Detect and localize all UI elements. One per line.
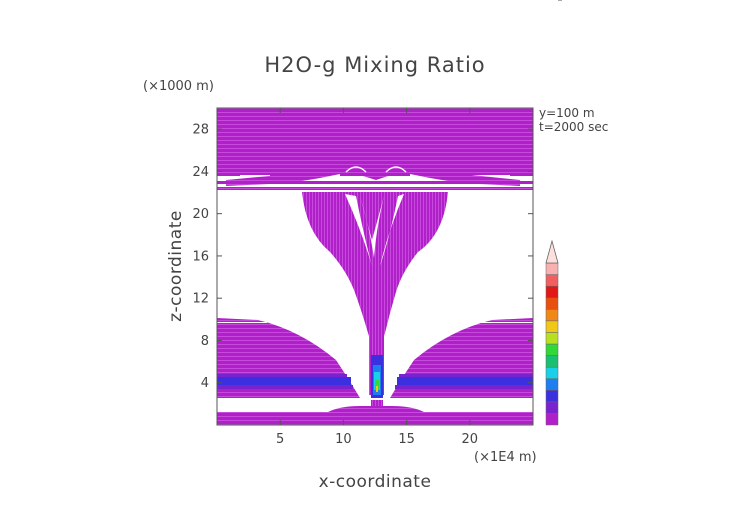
colorbar-segment bbox=[545, 343, 559, 356]
colorbar-segment bbox=[545, 274, 559, 287]
colorbar-segment bbox=[545, 332, 559, 345]
chart-title: H2O-g Mixing Ratio bbox=[264, 53, 485, 77]
core-column bbox=[371, 355, 383, 400]
y-tick-label: 12 bbox=[192, 292, 209, 307]
plot-frame bbox=[216, 107, 534, 426]
colorbar: 03e-46e-49e-41.2e-3 bbox=[545, 0, 604, 426]
colorbar-segment bbox=[545, 262, 559, 275]
x-tick-label: 15 bbox=[398, 432, 415, 447]
moist-band bbox=[217, 374, 533, 389]
plume-holes bbox=[345, 194, 404, 266]
y-tick-label: 28 bbox=[192, 123, 209, 138]
colorbar-segment bbox=[545, 378, 559, 391]
colorbar-tick-label: 3e-4 bbox=[566, 0, 593, 3]
colorbar-segment bbox=[545, 390, 559, 403]
y-axis-label: z-coordinate bbox=[166, 210, 186, 322]
colorbar-segment bbox=[545, 401, 559, 414]
colorbar-segment bbox=[545, 366, 559, 379]
colorbar-tick-label: 1.2e-3 bbox=[566, 0, 604, 3]
colorbar-segment bbox=[545, 320, 559, 333]
x-tick-label: 10 bbox=[335, 432, 352, 447]
annotation-y: y=100 m bbox=[539, 106, 595, 120]
y-tick-label: 4 bbox=[201, 376, 209, 391]
colorbar-segment bbox=[545, 413, 559, 426]
core-foot bbox=[371, 400, 383, 406]
bottom-layer bbox=[217, 412, 533, 425]
colorbar-segment bbox=[545, 309, 559, 322]
axes: 5 10 15 20 4 8 12 16 20 24 28 bbox=[192, 108, 533, 447]
colorbar-segment bbox=[545, 355, 559, 368]
y-tick-label: 8 bbox=[201, 334, 209, 349]
colorbar-segment bbox=[545, 285, 559, 298]
annotation-t: t=2000 sec bbox=[539, 120, 608, 134]
x-axis-label: x-coordinate bbox=[319, 472, 432, 492]
colorbar-tick-label: 9e-4 bbox=[566, 0, 593, 3]
colorbar-segment bbox=[545, 297, 559, 310]
y-tick-label: 16 bbox=[192, 249, 209, 264]
x-unit-label: (×1E4 m) bbox=[474, 450, 537, 465]
colorbar-tick-label: 6e-4 bbox=[566, 0, 593, 3]
wave-crests bbox=[342, 161, 408, 176]
y-unit-label: (×1000 m) bbox=[143, 79, 214, 94]
colorbar-arrow bbox=[545, 239, 559, 264]
x-tick-label: 5 bbox=[276, 432, 284, 447]
y-tick-label: 24 bbox=[192, 165, 209, 180]
bottom-layer-bump bbox=[328, 406, 424, 412]
y-tick-label: 20 bbox=[192, 207, 209, 222]
plot-area bbox=[217, 108, 533, 425]
lower-layer-gaps bbox=[217, 322, 533, 323]
colorbar-tick-label: 0 bbox=[566, 0, 574, 3]
plume-body bbox=[302, 192, 448, 345]
x-tick-label: 20 bbox=[462, 432, 479, 447]
top-layer-filaments bbox=[217, 158, 533, 190]
